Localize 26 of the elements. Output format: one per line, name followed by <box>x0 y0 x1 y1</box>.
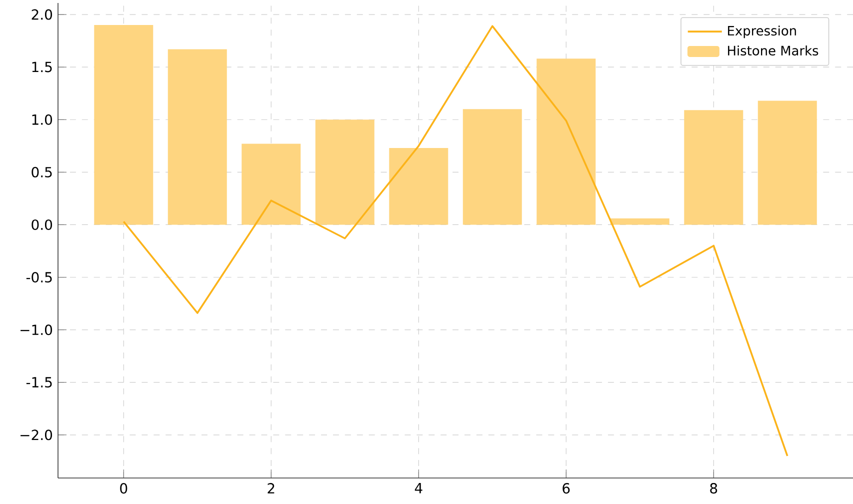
y-tick-label: -1.5 <box>26 377 52 388</box>
bar <box>94 25 154 225</box>
bar <box>462 109 522 225</box>
x-tick-label: 4 <box>414 483 422 494</box>
legend-label: Expression <box>728 26 796 38</box>
y-tick-label: 2.0 <box>32 9 52 20</box>
bar <box>242 144 301 225</box>
y-tick-label: −2.0 <box>20 430 52 440</box>
x-tick-label: 0 <box>120 483 128 494</box>
bar <box>168 49 227 225</box>
y-tick-label: 0.5 <box>32 166 52 178</box>
legend-label: Histone Marks <box>728 45 818 56</box>
bar <box>610 218 670 225</box>
bar <box>315 120 374 225</box>
y-tick-label: 1.0 <box>32 114 52 125</box>
y-tick-label: 0.0 <box>32 219 52 230</box>
bar <box>758 100 817 225</box>
y-tick-label: −1.0 <box>20 324 52 336</box>
y-tick-label: 1.5 <box>32 62 52 72</box>
bar <box>536 58 596 225</box>
bar <box>389 148 448 225</box>
x-tick-label: 6 <box>562 483 570 494</box>
y-tick-label: -0.5 <box>26 272 52 283</box>
x-tick-label: 8 <box>710 483 718 494</box>
x-tick-label: 2 <box>268 483 274 494</box>
bar <box>684 110 744 225</box>
